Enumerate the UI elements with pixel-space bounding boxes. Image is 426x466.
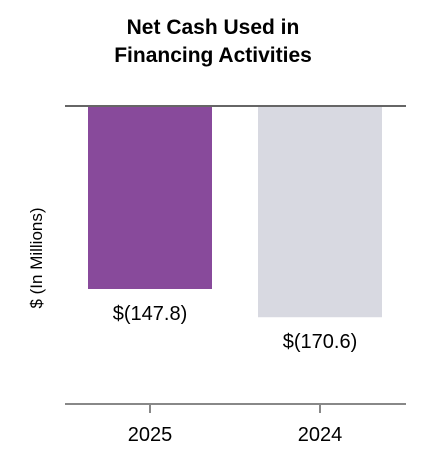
data-label-2024: $(170.6) xyxy=(283,331,358,353)
bars-group: $(147.8) $(170.6) xyxy=(88,106,382,353)
data-label-2025: $(147.8) xyxy=(113,303,188,325)
bar-2025 xyxy=(88,106,212,289)
x-axis-ticks: 2025 2024 xyxy=(128,404,343,446)
y-axis-label: $ (In Millions) xyxy=(27,207,46,308)
x-tick-label-2024: 2024 xyxy=(298,424,343,446)
bar-2024 xyxy=(258,106,382,318)
chart-title: Net Cash Used in Financing Activities xyxy=(0,14,426,70)
chart-title-line-1: Net Cash Used in xyxy=(126,16,300,39)
x-tick-label-2025: 2025 xyxy=(128,424,173,446)
chart-title-line-2: Financing Activities xyxy=(114,44,312,67)
